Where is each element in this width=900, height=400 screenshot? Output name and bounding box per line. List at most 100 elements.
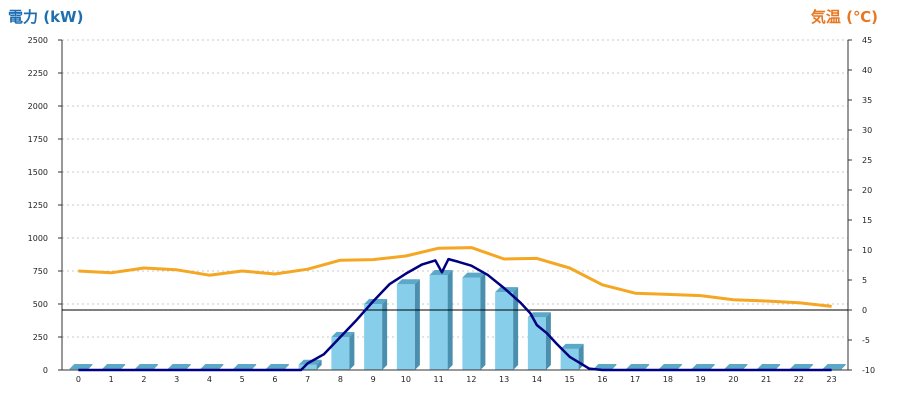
left-tick-label: 2500 (28, 36, 48, 45)
right-tick-label: 10 (862, 246, 872, 255)
bar-side (316, 359, 322, 370)
right-tick-label: 45 (862, 36, 872, 45)
x-tick-label: 7 (305, 375, 310, 384)
bar-top (560, 343, 584, 349)
right-tick-label: 30 (862, 126, 872, 135)
bar-top (462, 272, 486, 278)
bar-top (396, 279, 420, 285)
right-tick-label: -10 (862, 366, 875, 375)
bar-side (644, 363, 650, 370)
bar (560, 348, 579, 370)
bar-side (382, 299, 388, 370)
bar-side (545, 312, 551, 370)
x-tick-label: 8 (338, 375, 343, 384)
bar-top (167, 363, 191, 369)
bar-side (709, 363, 715, 370)
bar (396, 284, 415, 370)
bar-top (200, 363, 224, 369)
x-tick-label: 10 (401, 375, 411, 384)
x-tick-label: 6 (272, 375, 277, 384)
x-tick-label: 2 (141, 375, 146, 384)
x-tick-label: 12 (466, 375, 476, 384)
bar-top (789, 363, 813, 369)
power-line (78, 257, 832, 372)
bar (298, 364, 317, 370)
right-tick-label: 25 (862, 156, 872, 165)
left-tick-label: 1000 (28, 234, 48, 243)
left-tick-label: 1750 (28, 135, 48, 144)
bar (462, 277, 481, 370)
x-tick-label: 20 (728, 375, 738, 384)
x-tick-label: 21 (761, 375, 771, 384)
bar (495, 292, 514, 370)
right-tick-label: 0 (862, 306, 867, 315)
bar-side (676, 363, 682, 370)
bar-side (120, 363, 126, 370)
right-axis-title: 気温 (℃) (810, 8, 878, 26)
x-tick-label: 9 (371, 375, 376, 384)
left-tick-label: 500 (33, 300, 48, 309)
bar-side (283, 363, 289, 370)
x-tick-label: 15 (565, 375, 575, 384)
x-tick-label: 0 (76, 375, 81, 384)
bar-top (658, 363, 682, 369)
left-tick-label: 2000 (28, 102, 48, 111)
left-tick-label: 250 (33, 333, 48, 342)
bar-top (364, 299, 388, 304)
bar-top (593, 363, 617, 369)
bar-top (757, 363, 781, 369)
right-tick-label: 15 (862, 216, 872, 225)
bar-side (742, 363, 748, 370)
left-axis-title: 電力 (kW) (8, 8, 84, 26)
bar-side (447, 269, 453, 370)
x-tick-label: 18 (663, 375, 673, 384)
bar-side (480, 272, 486, 370)
left-tick-label: 2250 (28, 69, 48, 78)
x-tick-label: 17 (630, 375, 640, 384)
bar-side (218, 363, 224, 370)
bar-side (152, 363, 158, 370)
bar (364, 304, 383, 370)
bar (331, 337, 350, 370)
x-tick-label: 4 (207, 375, 212, 384)
left-tick-label: 750 (33, 267, 48, 276)
right-tick-label: 5 (862, 276, 867, 285)
bar-side (349, 332, 355, 370)
bar-top (724, 363, 748, 369)
bar-side (87, 363, 93, 370)
bar-top (691, 363, 715, 369)
bar-top (626, 363, 650, 369)
bar-top (265, 363, 289, 369)
bar-side (807, 363, 813, 370)
bar-top (69, 363, 93, 369)
x-tick-label: 13 (499, 375, 509, 384)
x-tick-label: 11 (434, 375, 444, 384)
right-tick-label: 40 (862, 66, 872, 75)
left-tick-label: 1500 (28, 168, 48, 177)
x-tick-label: 22 (794, 375, 804, 384)
bar-top (134, 363, 158, 369)
x-tick-label: 14 (532, 375, 542, 384)
left-tick-label: 1250 (28, 201, 48, 210)
bar-top (527, 312, 551, 318)
bar-side (611, 363, 617, 370)
bar-top (822, 363, 846, 369)
x-tick-label: 3 (174, 375, 179, 384)
right-tick-label: 35 (862, 96, 872, 105)
bar-side (513, 287, 519, 370)
temperature-line (78, 246, 832, 308)
bar-top (233, 363, 257, 369)
x-tick-label: 16 (597, 375, 607, 384)
left-tick-label: 0 (43, 366, 48, 375)
bar (429, 274, 448, 370)
bar (527, 317, 546, 370)
x-tick-label: 5 (240, 375, 245, 384)
right-tick-label: 20 (862, 186, 872, 195)
bar-side (840, 363, 846, 370)
bar-top (102, 363, 126, 369)
x-tick-label: 19 (696, 375, 706, 384)
bar-side (251, 363, 257, 370)
x-tick-label: 23 (827, 375, 837, 384)
bar-side (775, 363, 781, 370)
